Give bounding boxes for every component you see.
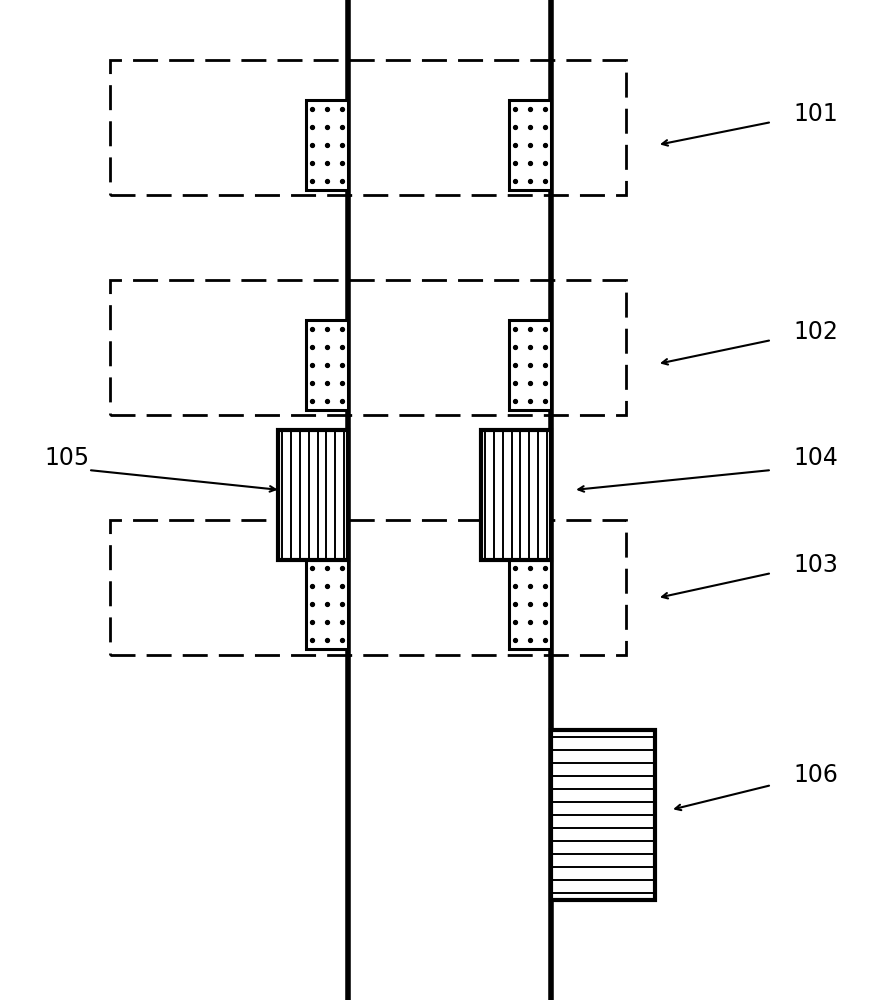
Bar [306,559,348,649]
Bar [110,280,626,415]
Bar [509,100,551,190]
Bar [551,730,655,900]
Bar [306,100,348,190]
Bar [509,320,551,410]
Bar [481,430,551,560]
Bar [551,730,655,900]
Bar [481,430,551,560]
Bar [306,559,348,649]
Bar [306,320,348,410]
Bar [509,320,551,410]
Bar [110,520,626,655]
Text: 105: 105 [44,446,89,470]
Text: 102: 102 [794,320,839,344]
Text: 104: 104 [794,446,839,470]
Bar [278,430,348,560]
Bar [306,320,348,410]
Bar [509,559,551,649]
Text: 106: 106 [794,763,839,787]
Text: 103: 103 [794,553,839,577]
Bar [278,430,348,560]
Text: 101: 101 [794,102,839,126]
Bar [110,60,626,195]
Bar [509,559,551,649]
Bar [509,100,551,190]
Bar [306,100,348,190]
